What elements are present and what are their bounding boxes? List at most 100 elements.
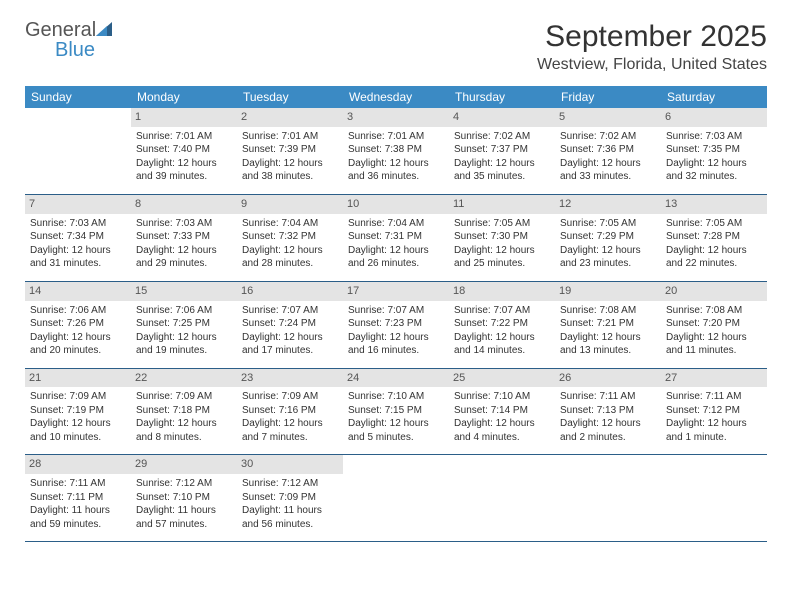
day-number: 6 (661, 108, 767, 127)
day-cell: 27 Sunrise: 7:11 AMSunset: 7:12 PMDayligh… (661, 368, 767, 455)
title-block: September 2025 Westview, Florida, United… (537, 20, 767, 74)
weekday-header: Saturday (661, 86, 767, 108)
sunrise-text: Sunrise: 7:01 AM (348, 130, 444, 144)
sunset-text: Sunset: 7:34 PM (30, 230, 126, 244)
day-details: Sunrise: 7:10 AMSunset: 7:15 PMDaylight:… (348, 390, 444, 444)
day-details: Sunrise: 7:11 AMSunset: 7:12 PMDaylight:… (666, 390, 762, 444)
day-details: Sunrise: 7:01 AMSunset: 7:38 PMDaylight:… (348, 130, 444, 184)
weekday-header: Tuesday (237, 86, 343, 108)
day-cell: 5Sunrise: 7:02 AMSunset: 7:36 PMDaylight… (555, 108, 661, 194)
calendar-table: Sunday Monday Tuesday Wednesday Thursday… (25, 86, 767, 542)
week-row: 1Sunrise: 7:01 AMSunset: 7:40 PMDaylight… (25, 108, 767, 194)
day-cell: 18 Sunrise: 7:07 AMSunset: 7:22 PMDayligh… (449, 281, 555, 368)
sunset-text: Sunset: 7:19 PM (30, 404, 126, 418)
daylight-text: Daylight: 12 hours and 35 minutes. (454, 157, 550, 184)
sunrise-text: Sunrise: 7:01 AM (136, 130, 232, 144)
sunrise-text: Sunrise: 7:10 AM (454, 390, 550, 404)
day-cell (343, 455, 449, 542)
sunset-text: Sunset: 7:35 PM (666, 143, 762, 157)
day-cell: 20Sunrise: 7:08 AMSunset: 7:20 PMDayligh… (661, 281, 767, 368)
daylight-text: Daylight: 12 hours and 19 minutes. (136, 331, 232, 358)
weekday-header: Sunday (25, 86, 131, 108)
sunset-text: Sunset: 7:38 PM (348, 143, 444, 157)
day-cell: 17Sunrise: 7:07 AMSunset: 7:23 PMDayligh… (343, 281, 449, 368)
sunrise-text: Sunrise: 7:10 AM (348, 390, 444, 404)
day-number: 17 (343, 282, 449, 301)
logo-blue-text: Blue (55, 40, 118, 60)
daylight-text: Daylight: 12 hours and 38 minutes. (242, 157, 338, 184)
sunrise-text: Sunrise: 7:11 AM (666, 390, 762, 404)
day-cell: 13Sunrise: 7:05 AMSunset: 7:28 PMDayligh… (661, 194, 767, 281)
sunrise-text: Sunrise: 7:08 AM (666, 304, 762, 318)
day-cell: 4Sunrise: 7:02 AMSunset: 7:37 PMDaylight… (449, 108, 555, 194)
week-row: 28Sunrise: 7:11 AMSunset: 7:11 PMDayligh… (25, 455, 767, 542)
day-number: 18 (449, 282, 555, 301)
weekday-row: Sunday Monday Tuesday Wednesday Thursday… (25, 86, 767, 108)
day-number: 26 (555, 369, 661, 388)
sunrise-text: Sunrise: 7:07 AM (348, 304, 444, 318)
sunset-text: Sunset: 7:31 PM (348, 230, 444, 244)
daylight-text: Daylight: 12 hours and 33 minutes. (560, 157, 656, 184)
sunrise-text: Sunrise: 7:07 AM (242, 304, 338, 318)
day-number: 1 (131, 108, 237, 127)
logo: General Blue (25, 20, 118, 60)
month-title: September 2025 (537, 20, 767, 54)
day-cell: 21Sunrise: 7:09 AMSunset: 7:19 PMDayligh… (25, 368, 131, 455)
day-number: 27 (661, 369, 767, 388)
sunset-text: Sunset: 7:11 PM (30, 491, 126, 505)
day-details: Sunrise: 7:02 AMSunset: 7:36 PMDaylight:… (560, 130, 656, 184)
logo-sail-icon (96, 22, 118, 42)
daylight-text: Daylight: 12 hours and 22 minutes. (666, 244, 762, 271)
day-cell: 8Sunrise: 7:03 AMSunset: 7:33 PMDaylight… (131, 194, 237, 281)
day-cell: 15Sunrise: 7:06 AMSunset: 7:25 PMDayligh… (131, 281, 237, 368)
sunrise-text: Sunrise: 7:11 AM (30, 477, 126, 491)
sunrise-text: Sunrise: 7:06 AM (30, 304, 126, 318)
daylight-text: Daylight: 12 hours and 5 minutes. (348, 417, 444, 444)
day-details: Sunrise: 7:12 AMSunset: 7:10 PMDaylight:… (136, 477, 232, 531)
day-cell (555, 455, 661, 542)
header: General Blue September 2025 Westview, Fl… (25, 20, 767, 74)
day-cell: 30 Sunrise: 7:12 AMSunset: 7:09 PMDayligh… (237, 455, 343, 542)
day-cell: 1Sunrise: 7:01 AMSunset: 7:40 PMDaylight… (131, 108, 237, 194)
day-cell: 26Sunrise: 7:11 AMSunset: 7:13 PMDayligh… (555, 368, 661, 455)
logo-general-text: General (25, 19, 96, 41)
day-number: 23 (237, 369, 343, 388)
sunrise-text: Sunrise: 7:06 AM (136, 304, 232, 318)
sunset-text: Sunset: 7:13 PM (560, 404, 656, 418)
sunrise-text: Sunrise: 7:04 AM (242, 217, 338, 231)
sunset-text: Sunset: 7:25 PM (136, 317, 232, 331)
sunset-text: Sunset: 7:22 PM (454, 317, 550, 331)
sunset-text: Sunset: 7:10 PM (136, 491, 232, 505)
daylight-text: Daylight: 12 hours and 28 minutes. (242, 244, 338, 271)
daylight-text: Daylight: 12 hours and 29 minutes. (136, 244, 232, 271)
sunrise-text: Sunrise: 7:05 AM (560, 217, 656, 231)
sunset-text: Sunset: 7:40 PM (136, 143, 232, 157)
day-cell: 22Sunrise: 7:09 AMSunset: 7:18 PMDayligh… (131, 368, 237, 455)
day-number: 4 (449, 108, 555, 127)
sunrise-text: Sunrise: 7:02 AM (454, 130, 550, 144)
day-number: 13 (661, 195, 767, 214)
day-details: Sunrise: 7:12 AMSunset: 7:09 PMDaylight:… (242, 477, 338, 531)
day-details: Sunrise: 7:07 AMSunset: 7:22 PMDaylight:… (454, 304, 550, 358)
day-cell: 25Sunrise: 7:10 AMSunset: 7:14 PMDayligh… (449, 368, 555, 455)
daylight-text: Daylight: 11 hours and 59 minutes. (30, 504, 126, 531)
day-cell: 10Sunrise: 7:04 AMSunset: 7:31 PMDayligh… (343, 194, 449, 281)
sunrise-text: Sunrise: 7:12 AM (136, 477, 232, 491)
sunrise-text: Sunrise: 7:09 AM (30, 390, 126, 404)
calendar-head: Sunday Monday Tuesday Wednesday Thursday… (25, 86, 767, 108)
weekday-header: Friday (555, 86, 661, 108)
day-number: 30 (237, 455, 343, 474)
daylight-text: Daylight: 12 hours and 31 minutes. (30, 244, 126, 271)
day-details: Sunrise: 7:08 AMSunset: 7:20 PMDaylight:… (666, 304, 762, 358)
sunset-text: Sunset: 7:32 PM (242, 230, 338, 244)
sunset-text: Sunset: 7:20 PM (666, 317, 762, 331)
day-details: Sunrise: 7:10 AMSunset: 7:14 PMDaylight:… (454, 390, 550, 444)
location-text: Westview, Florida, United States (537, 56, 767, 74)
daylight-text: Daylight: 12 hours and 2 minutes. (560, 417, 656, 444)
sunset-text: Sunset: 7:15 PM (348, 404, 444, 418)
sunset-text: Sunset: 7:33 PM (136, 230, 232, 244)
sunset-text: Sunset: 7:21 PM (560, 317, 656, 331)
day-number: 29 (131, 455, 237, 474)
day-cell: 7Sunrise: 7:03 AMSunset: 7:34 PMDaylight… (25, 194, 131, 281)
sunset-text: Sunset: 7:29 PM (560, 230, 656, 244)
